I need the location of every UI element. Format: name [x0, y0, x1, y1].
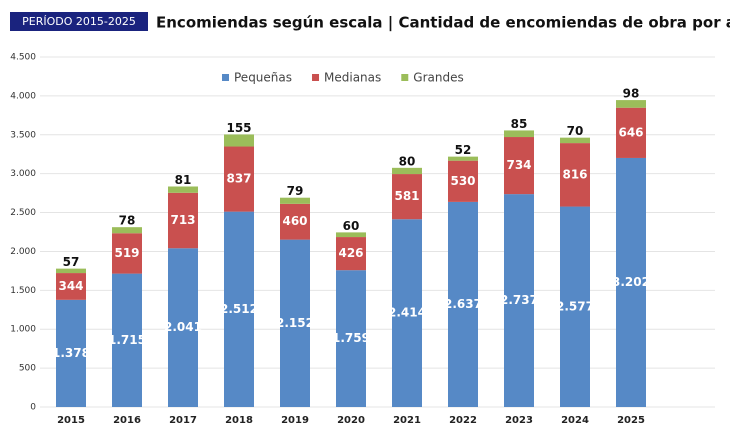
y-tick-label: 1.500	[10, 286, 36, 296]
x-tick-label: 2025	[617, 415, 645, 426]
legend-swatch	[312, 74, 320, 81]
data-label: 60	[343, 219, 360, 233]
data-label: 1.715	[108, 333, 146, 347]
data-label: 837	[226, 172, 251, 186]
bar-segment	[448, 160, 478, 202]
bar-segment	[392, 174, 422, 220]
chart-title: Encomiendas según escala | Cantidad de e…	[156, 14, 730, 33]
data-label: 52	[455, 143, 472, 157]
bar-segment	[168, 192, 198, 249]
x-tick-label: 2020	[337, 415, 365, 426]
legend-swatch	[222, 74, 229, 81]
x-tick-label: 2022	[449, 415, 477, 426]
y-tick-label: 3.000	[10, 169, 36, 179]
data-label: 78	[119, 214, 136, 228]
legend-swatch	[401, 74, 409, 81]
x-tick-label: 2023	[505, 415, 533, 426]
data-label: 2.512	[220, 302, 258, 316]
period: PERÍODO 2015-2025	[22, 15, 136, 28]
bar-segment	[392, 219, 422, 407]
bar-segment	[336, 232, 366, 238]
data-label: 1.759	[332, 331, 370, 345]
bar-segment	[336, 237, 366, 271]
bar-segment	[56, 299, 86, 407]
data-label: 2.577	[556, 299, 594, 313]
bar-segment	[112, 233, 142, 274]
data-label: 2.637	[444, 297, 482, 311]
data-label: 426	[338, 246, 363, 260]
bar-segment	[224, 146, 254, 212]
x-tick-label: 2017	[169, 415, 197, 426]
data-label: 79	[287, 184, 304, 198]
bar-segment	[616, 100, 646, 108]
data-label: 2.414	[388, 306, 426, 320]
data-label: 816	[562, 167, 587, 181]
data-label: 734	[506, 158, 531, 172]
data-label: 155	[226, 121, 251, 135]
bar-segment	[224, 211, 254, 407]
bar-segment	[560, 143, 590, 207]
bar-segment	[448, 201, 478, 407]
bar-segment	[504, 194, 534, 407]
bar-segment	[616, 107, 646, 158]
data-label: 646	[618, 125, 643, 139]
data-label: 581	[394, 189, 419, 203]
period-badge	[10, 12, 148, 31]
bar-segment	[56, 268, 86, 274]
y-tick-label: 0	[30, 403, 36, 413]
bar-segment	[280, 239, 310, 407]
data-label: 530	[450, 174, 475, 188]
data-label: 2.152	[276, 316, 314, 330]
y-tick-label: 4.500	[10, 53, 36, 63]
bar-segment	[168, 248, 198, 407]
data-label: 344	[58, 279, 83, 293]
x-tick-label: 2015	[57, 415, 85, 426]
y-tick-label: 4.000	[10, 91, 36, 101]
data-label: 80	[399, 154, 416, 168]
legend-label: Medianas	[324, 71, 381, 85]
bar-segment	[560, 137, 590, 144]
bar-segment	[504, 130, 534, 138]
bar-segment	[56, 273, 86, 300]
bar-segment	[280, 197, 310, 204]
bar-segment	[112, 273, 142, 407]
y-tick-label: 1.000	[10, 325, 36, 335]
legend-label: Grandes	[413, 71, 463, 85]
data-label: 519	[114, 246, 139, 260]
y-tick-label: 3.500	[10, 130, 36, 140]
x-tick-label: 2024	[561, 415, 589, 426]
bar-segment	[392, 167, 422, 175]
legend-label: Pequeñas	[234, 71, 292, 85]
data-label: 3.202	[612, 275, 650, 289]
data-label: 70	[567, 124, 584, 138]
data-label: 460	[282, 214, 307, 228]
bar-segment	[112, 227, 142, 234]
y-tick-label: 2.500	[10, 208, 36, 218]
x-tick-label: 2016	[113, 415, 141, 426]
y-tick-label: 2.000	[10, 247, 36, 257]
y-tick-label: 500	[19, 364, 36, 374]
x-tick-label: 2021	[393, 415, 421, 426]
bar-segment	[168, 186, 198, 193]
bar-segment	[224, 134, 254, 147]
bar-segment	[448, 156, 478, 161]
bar-segment	[336, 270, 366, 407]
data-label: 2.737	[500, 293, 538, 307]
x-tick-label: 2019	[281, 415, 309, 426]
bar-segment	[280, 203, 310, 240]
x-tick-label: 2018	[225, 415, 253, 426]
data-label: 1.378	[52, 346, 90, 360]
data-label: 2.041	[164, 320, 202, 334]
data-label: 81	[175, 173, 192, 187]
bar-segment	[560, 206, 590, 407]
data-label: 713	[170, 213, 195, 227]
data-label: 98	[623, 87, 640, 101]
data-label: 85	[511, 117, 528, 131]
bar-segment	[616, 157, 646, 407]
bar-segment	[504, 137, 534, 195]
data-label: 57	[63, 255, 80, 269]
